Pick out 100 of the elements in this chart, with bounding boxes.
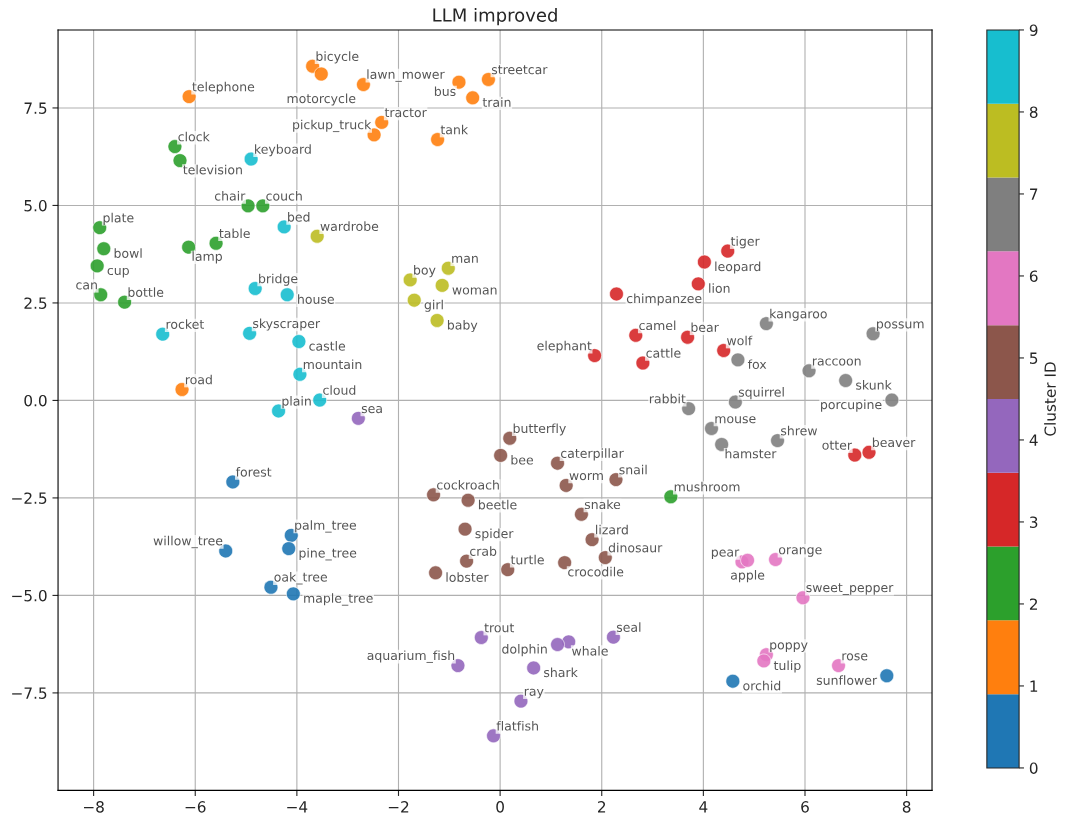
annotation: castle bbox=[309, 341, 346, 351]
annotation: baby bbox=[447, 319, 478, 333]
x-tick-label: 2 bbox=[598, 801, 606, 813]
annotation: rose bbox=[842, 653, 868, 661]
annotation: beetle bbox=[478, 499, 517, 510]
annotation: lobster bbox=[446, 572, 489, 582]
y-tick-label: 7.5 bbox=[24, 102, 47, 114]
annotation: chimpanzee bbox=[626, 293, 702, 306]
annotation: trout bbox=[484, 623, 515, 633]
annotation: bottle bbox=[128, 287, 164, 297]
annotation: orchid bbox=[743, 680, 781, 691]
annotation: plate bbox=[103, 212, 134, 225]
annotation: bed bbox=[288, 212, 310, 222]
annotation: crab bbox=[470, 546, 497, 556]
x-tick-label: 0 bbox=[496, 801, 504, 813]
color-bar-label: 7 bbox=[1030, 188, 1038, 200]
annotation: leopard bbox=[715, 261, 761, 274]
annotation: motorcycle bbox=[287, 93, 356, 106]
x-tick-label: −2 bbox=[388, 801, 409, 813]
annotation: clock bbox=[178, 131, 210, 142]
annotation: keyboard bbox=[255, 144, 311, 157]
annotation: lion bbox=[709, 283, 730, 294]
color-bar-label: 8 bbox=[1029, 106, 1038, 118]
annotation: rocket bbox=[166, 319, 204, 329]
annotation: elephant bbox=[537, 340, 592, 353]
annotation: skyscraper bbox=[253, 318, 321, 331]
annotation: oak_tree bbox=[274, 572, 327, 585]
annotation: tank bbox=[440, 124, 469, 135]
annotation: sweet_pepper bbox=[806, 583, 894, 595]
annotation: bowl bbox=[114, 248, 142, 258]
annotation: worm bbox=[569, 473, 603, 481]
x-tick-label: −4 bbox=[287, 801, 308, 813]
annotation: shrew bbox=[781, 425, 818, 436]
x-tick-label: 6 bbox=[801, 801, 809, 813]
annotation: bear bbox=[691, 322, 719, 333]
annotation: house bbox=[298, 294, 334, 304]
annotation: ray bbox=[524, 688, 544, 699]
annotation: squirrel bbox=[738, 387, 784, 400]
annotation: wolf bbox=[727, 335, 753, 346]
annotation: lizard bbox=[596, 524, 628, 535]
color-bar-label: 9 bbox=[1029, 24, 1038, 36]
annotation: woman bbox=[452, 287, 497, 295]
y-tick-label: 2.5 bbox=[24, 297, 47, 309]
annotation: road bbox=[185, 374, 212, 385]
color-bar-label: 6 bbox=[1029, 270, 1038, 282]
color-bar-label: 0 bbox=[1029, 762, 1038, 774]
annotation: cattle bbox=[646, 348, 681, 358]
annotation: mouse bbox=[715, 416, 756, 424]
annotation: streetcar bbox=[491, 65, 548, 75]
y-tick-label: −5.0 bbox=[12, 589, 47, 602]
annotation: pine_tree bbox=[299, 547, 357, 561]
color-bar-label: 5 bbox=[1030, 352, 1038, 364]
annotation: willow_tree bbox=[153, 535, 223, 549]
annotation: can bbox=[76, 282, 97, 290]
annotation: fox bbox=[747, 359, 767, 370]
annotation: tiger bbox=[730, 236, 760, 249]
annotation: lamp bbox=[192, 251, 222, 264]
color-bar-label: 2 bbox=[1029, 598, 1038, 610]
annotation: maple_tree bbox=[304, 593, 373, 606]
annotation: snake bbox=[584, 499, 621, 510]
annotation: mushroom bbox=[674, 481, 740, 492]
annotation: couch bbox=[266, 190, 302, 201]
annotation: otter bbox=[822, 440, 853, 450]
x-tick-label: −6 bbox=[185, 801, 206, 813]
annotation: tractor bbox=[384, 108, 427, 118]
annotation: camel bbox=[639, 320, 676, 331]
annotation: hamster bbox=[725, 448, 777, 459]
x-tick-label: 8 bbox=[902, 801, 911, 813]
annotation: sunflower bbox=[816, 675, 878, 685]
annotation: dolphin bbox=[502, 644, 547, 657]
annotation: apple bbox=[730, 570, 765, 583]
annotation: possum bbox=[876, 321, 924, 331]
annotation: seal bbox=[616, 622, 641, 632]
annotation: girl bbox=[424, 299, 443, 312]
annotation: table bbox=[219, 228, 250, 239]
annotation: forest bbox=[235, 467, 272, 477]
annotation: wardrobe bbox=[320, 221, 379, 232]
annotation: plain bbox=[282, 396, 311, 409]
annotation: orange bbox=[778, 547, 822, 557]
annotation: poppy bbox=[770, 642, 808, 652]
annotation: aquarium_fish bbox=[367, 650, 455, 663]
annotation: lawn_mower bbox=[367, 69, 445, 82]
annotation: porcupine bbox=[821, 399, 882, 412]
annotation: television bbox=[183, 164, 242, 175]
annotation: dinosaur bbox=[608, 542, 663, 553]
annotation: chair bbox=[214, 190, 246, 201]
x-tick-label: −8 bbox=[83, 801, 104, 813]
annotation: bridge bbox=[259, 273, 298, 286]
annotation: skunk bbox=[856, 380, 892, 390]
annotation: turtle bbox=[510, 554, 544, 565]
annotation: butterfly bbox=[513, 423, 566, 436]
color-bar-label: 3 bbox=[1029, 516, 1038, 528]
annotation: pear bbox=[711, 549, 740, 560]
color-bar-title: Cluster ID bbox=[1044, 362, 1056, 436]
annotation: caterpillar bbox=[561, 448, 624, 461]
annotation: cockroach bbox=[437, 479, 499, 490]
color-bar-label: 1 bbox=[1030, 680, 1038, 692]
annotation: bee bbox=[511, 454, 533, 465]
annotation: cloud bbox=[323, 385, 356, 395]
chart-title: LLM improved bbox=[433, 7, 557, 26]
